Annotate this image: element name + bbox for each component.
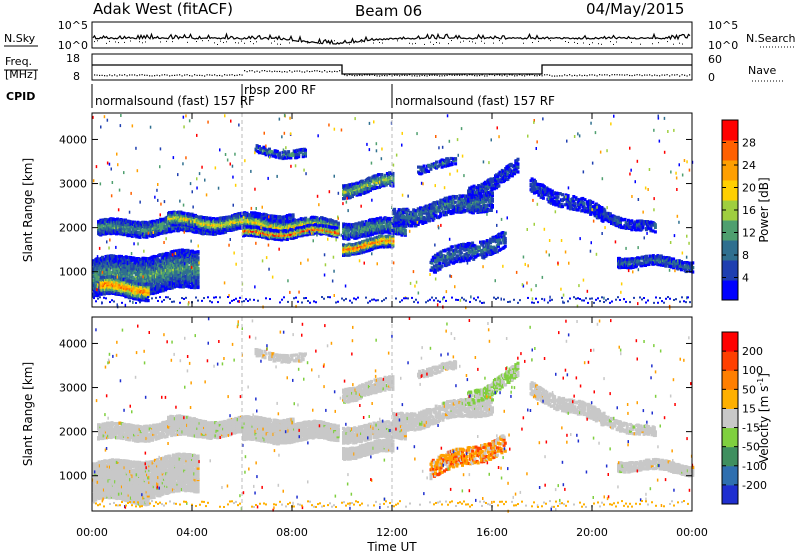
x-tick-4: 16:00 (476, 526, 508, 539)
x-tick-1: 04:00 (176, 526, 208, 539)
power-colorbar-swatch (722, 220, 738, 241)
x-tick-5: 20:00 (576, 526, 608, 539)
freq-right-tick-bottom: 0 (708, 71, 715, 84)
velocity-echo-cells (92, 317, 695, 513)
velocity-colorbar-tick-1: 100 (742, 364, 763, 377)
power-ytick-1: 2000 (59, 222, 87, 235)
power-colorbar-swatch (722, 280, 738, 301)
x-tick-2: 08:00 (276, 526, 308, 539)
velocity-ytick-1: 2000 (59, 426, 87, 439)
power-colorbar-swatch (722, 120, 738, 141)
velocity-colorbar-swatch (722, 484, 738, 505)
power-ytick-2: 3000 (59, 178, 87, 191)
freq-right-tick-top: 60 (708, 53, 722, 66)
power-colorbar-label: Power [dB] (757, 177, 771, 242)
freq-left-tick-bottom: 8 (73, 70, 80, 83)
noise-sky-label: N.Sky (4, 32, 36, 45)
freq-label-1: Freq. (5, 55, 32, 68)
power-colorbar-swatch (722, 200, 738, 221)
freq-label-2: [MHz] (5, 68, 37, 81)
cpid-segment-1: normalsound (fast) 157 RF (95, 94, 255, 108)
power-colorbar-tick-1: 24 (742, 159, 756, 172)
noise-right-tick-bottom: 10^0 (708, 39, 738, 52)
x-axis-label: Time UT (366, 540, 417, 554)
power-panel: 1000 2000 3000 4000 Slant Range [km] (21, 112, 695, 310)
velocity-colorbar-swatch (722, 465, 738, 486)
cpid-row: CPID normalsound (fast) 157 RF rbsp 200 … (6, 83, 555, 108)
power-colorbar-tick-6: 4 (742, 272, 749, 285)
velocity-colorbar-tick-7: -200 (742, 479, 767, 492)
noise-search-label: N.Search (746, 32, 796, 45)
power-colorbar-swatch (722, 240, 738, 261)
x-tick-6: 00:00 (676, 526, 708, 539)
velocity-ytick-2: 3000 (59, 382, 87, 395)
power-ytick-3: 4000 (59, 133, 87, 146)
power-ylabel: Slant Range [km] (21, 158, 35, 262)
power-colorbar-swatch (722, 160, 738, 181)
power-colorbar-swatch (722, 260, 738, 281)
x-tick-0: 00:00 (76, 526, 108, 539)
velocity-ytick-0: 1000 (59, 470, 87, 483)
cpid-segment-2: rbsp 200 RF (244, 83, 316, 97)
power-colorbar-swatch (722, 140, 738, 161)
power-colorbar-tick-5: 8 (742, 249, 749, 262)
velocity-panel: 1000 2000 3000 4000 00:00 04:00 08:00 12:00 16:… (21, 113, 708, 554)
beam-label: Beam 06 (355, 2, 422, 20)
velocity-colorbar-swatch (722, 408, 738, 429)
velocity-colorbar-swatch (722, 389, 738, 409)
power-colorbar: 28 24 20 16 12 8 4 Power [dB] (721, 119, 771, 301)
power-colorbar-tick-3: 16 (742, 204, 756, 217)
velocity-colorbar-tick-3: 15 (742, 402, 756, 415)
nave-label: Nave (748, 64, 776, 77)
power-colorbar-tick-2: 20 (742, 182, 756, 195)
velocity-ytick-3: 4000 (59, 337, 87, 350)
velocity-colorbar-tick-2: 50 (742, 383, 756, 396)
noise-left-tick-top: 10^5 (58, 19, 88, 32)
power-echo-cells (92, 113, 695, 310)
velocity-colorbar-swatch (722, 370, 738, 390)
velocity-colorbar-tick-4: -15 (742, 422, 760, 435)
velocity-colorbar-tick-6: -100 (742, 460, 767, 473)
power-colorbar-tick-0: 28 (742, 137, 756, 150)
velocity-colorbar-swatch (722, 427, 738, 448)
power-colorbar-tick-4: 12 (742, 227, 756, 240)
x-tick-3: 12:00 (376, 526, 408, 539)
power-ytick-0: 1000 (59, 266, 87, 279)
velocity-colorbar-swatch (722, 351, 738, 371)
cpid-segment-3: normalsound (fast) 157 RF (395, 94, 555, 108)
date-label: 04/May/2015 (586, 0, 684, 18)
noise-right-tick-top: 10^5 (708, 19, 738, 32)
radar-title: Adak West (fitACF) (93, 0, 233, 18)
velocity-colorbar: 200 100 50 15 -15 -50 -100 -200 Velocity [m s-1… (721, 331, 771, 505)
power-colorbar-swatch (722, 180, 738, 201)
velocity-colorbar-tick-0: 200 (742, 345, 763, 358)
velocity-colorbar-tick-5: -50 (742, 441, 760, 454)
cpid-label: CPID (6, 90, 35, 103)
velocity-colorbar-swatch (722, 446, 738, 467)
noise-panel: N.Sky 10^5 10^0 10^5 10^0 N.Search (4, 19, 796, 52)
freq-left-tick-top: 18 (66, 52, 80, 65)
velocity-colorbar-label: Velocity [m s-1] (756, 373, 771, 463)
freq-panel: Freq. [MHz] 18 8 60 0 Nave (4, 52, 784, 84)
noise-left-tick-bottom: 10^0 (58, 39, 88, 52)
velocity-colorbar-swatch (722, 332, 738, 352)
velocity-ylabel: Slant Range [km] (21, 362, 35, 466)
